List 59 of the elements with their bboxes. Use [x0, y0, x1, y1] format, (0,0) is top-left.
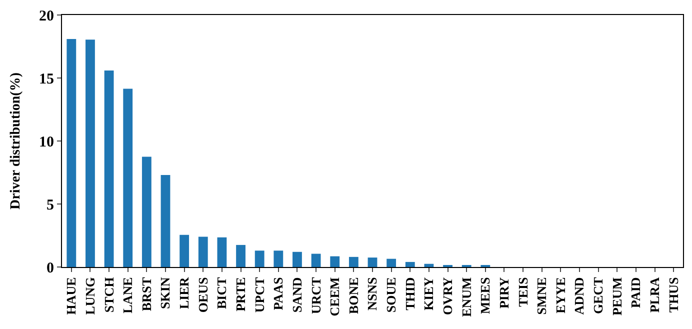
bar [86, 40, 95, 267]
y-axis-title: Driver distribution(%) [8, 72, 24, 210]
x-tick-label: BRST [138, 276, 154, 312]
x-tick-label: PAID [628, 277, 644, 308]
x-tick-label: LUNG [82, 277, 98, 315]
x-tick-label: OEUS [195, 277, 210, 313]
bar [198, 236, 208, 267]
y-tick-label: 15 [39, 71, 54, 88]
bar [66, 38, 76, 267]
bar [405, 262, 415, 267]
x-tick-label: GECT [590, 276, 606, 314]
y-tick-label: 10 [39, 134, 54, 150]
bar [292, 252, 302, 267]
bar [311, 254, 321, 267]
bar [348, 256, 358, 267]
bar [330, 256, 340, 267]
x-tick-label: ENUM [458, 277, 474, 317]
x-tick-label: BONE [346, 277, 361, 314]
bar [368, 258, 378, 267]
x-tick-label: NSNS [364, 277, 380, 310]
x-tick-label: STCH [101, 277, 116, 313]
bar [142, 156, 152, 267]
x-tick-label: EYYE [552, 277, 568, 314]
bar [386, 258, 396, 267]
x-tick-label: CEEM [327, 277, 342, 316]
x-tick-label: SKIN [158, 276, 173, 309]
x-tick-label: PLRA [646, 276, 662, 313]
bar [123, 88, 133, 267]
y-tick-label: 20 [39, 8, 54, 24]
x-tick-label: LANE [120, 277, 136, 314]
x-tick-label: LIER [176, 276, 192, 309]
x-tick-label: KIEY [421, 276, 436, 310]
x-tick-label: SAND [289, 277, 304, 313]
x-tick-label: SMNE [534, 277, 550, 315]
bar [424, 264, 434, 267]
bar [274, 250, 284, 267]
x-tick-label: SOUE [384, 277, 399, 313]
x-tick-label: PIRY [496, 276, 512, 309]
x-tick-label: UPCT [252, 276, 267, 313]
x-tick-label: OVRY [440, 276, 455, 316]
x-tick-label: THID [402, 277, 418, 310]
x-tick-label: URCT [308, 276, 324, 314]
y-tick-label: 5 [46, 197, 54, 214]
x-tick-label: HAUE [64, 277, 79, 315]
x-tick-label: ADND [572, 277, 587, 315]
x-tick-label: MEES [478, 277, 493, 314]
x-tick-label: PRTE [232, 277, 248, 312]
bar [236, 244, 246, 267]
x-tick-label: THUS [666, 277, 681, 313]
x-tick-label: PEUM [609, 277, 624, 316]
bar [160, 175, 170, 267]
bar [180, 234, 190, 267]
bar [254, 250, 264, 267]
bar [217, 237, 227, 267]
x-tick-label: PAAS [270, 277, 286, 310]
x-tick-label: BICT [214, 276, 230, 309]
bar [104, 70, 114, 267]
y-tick-label: 0 [46, 260, 54, 276]
x-tick-label: TEIS [515, 277, 530, 307]
